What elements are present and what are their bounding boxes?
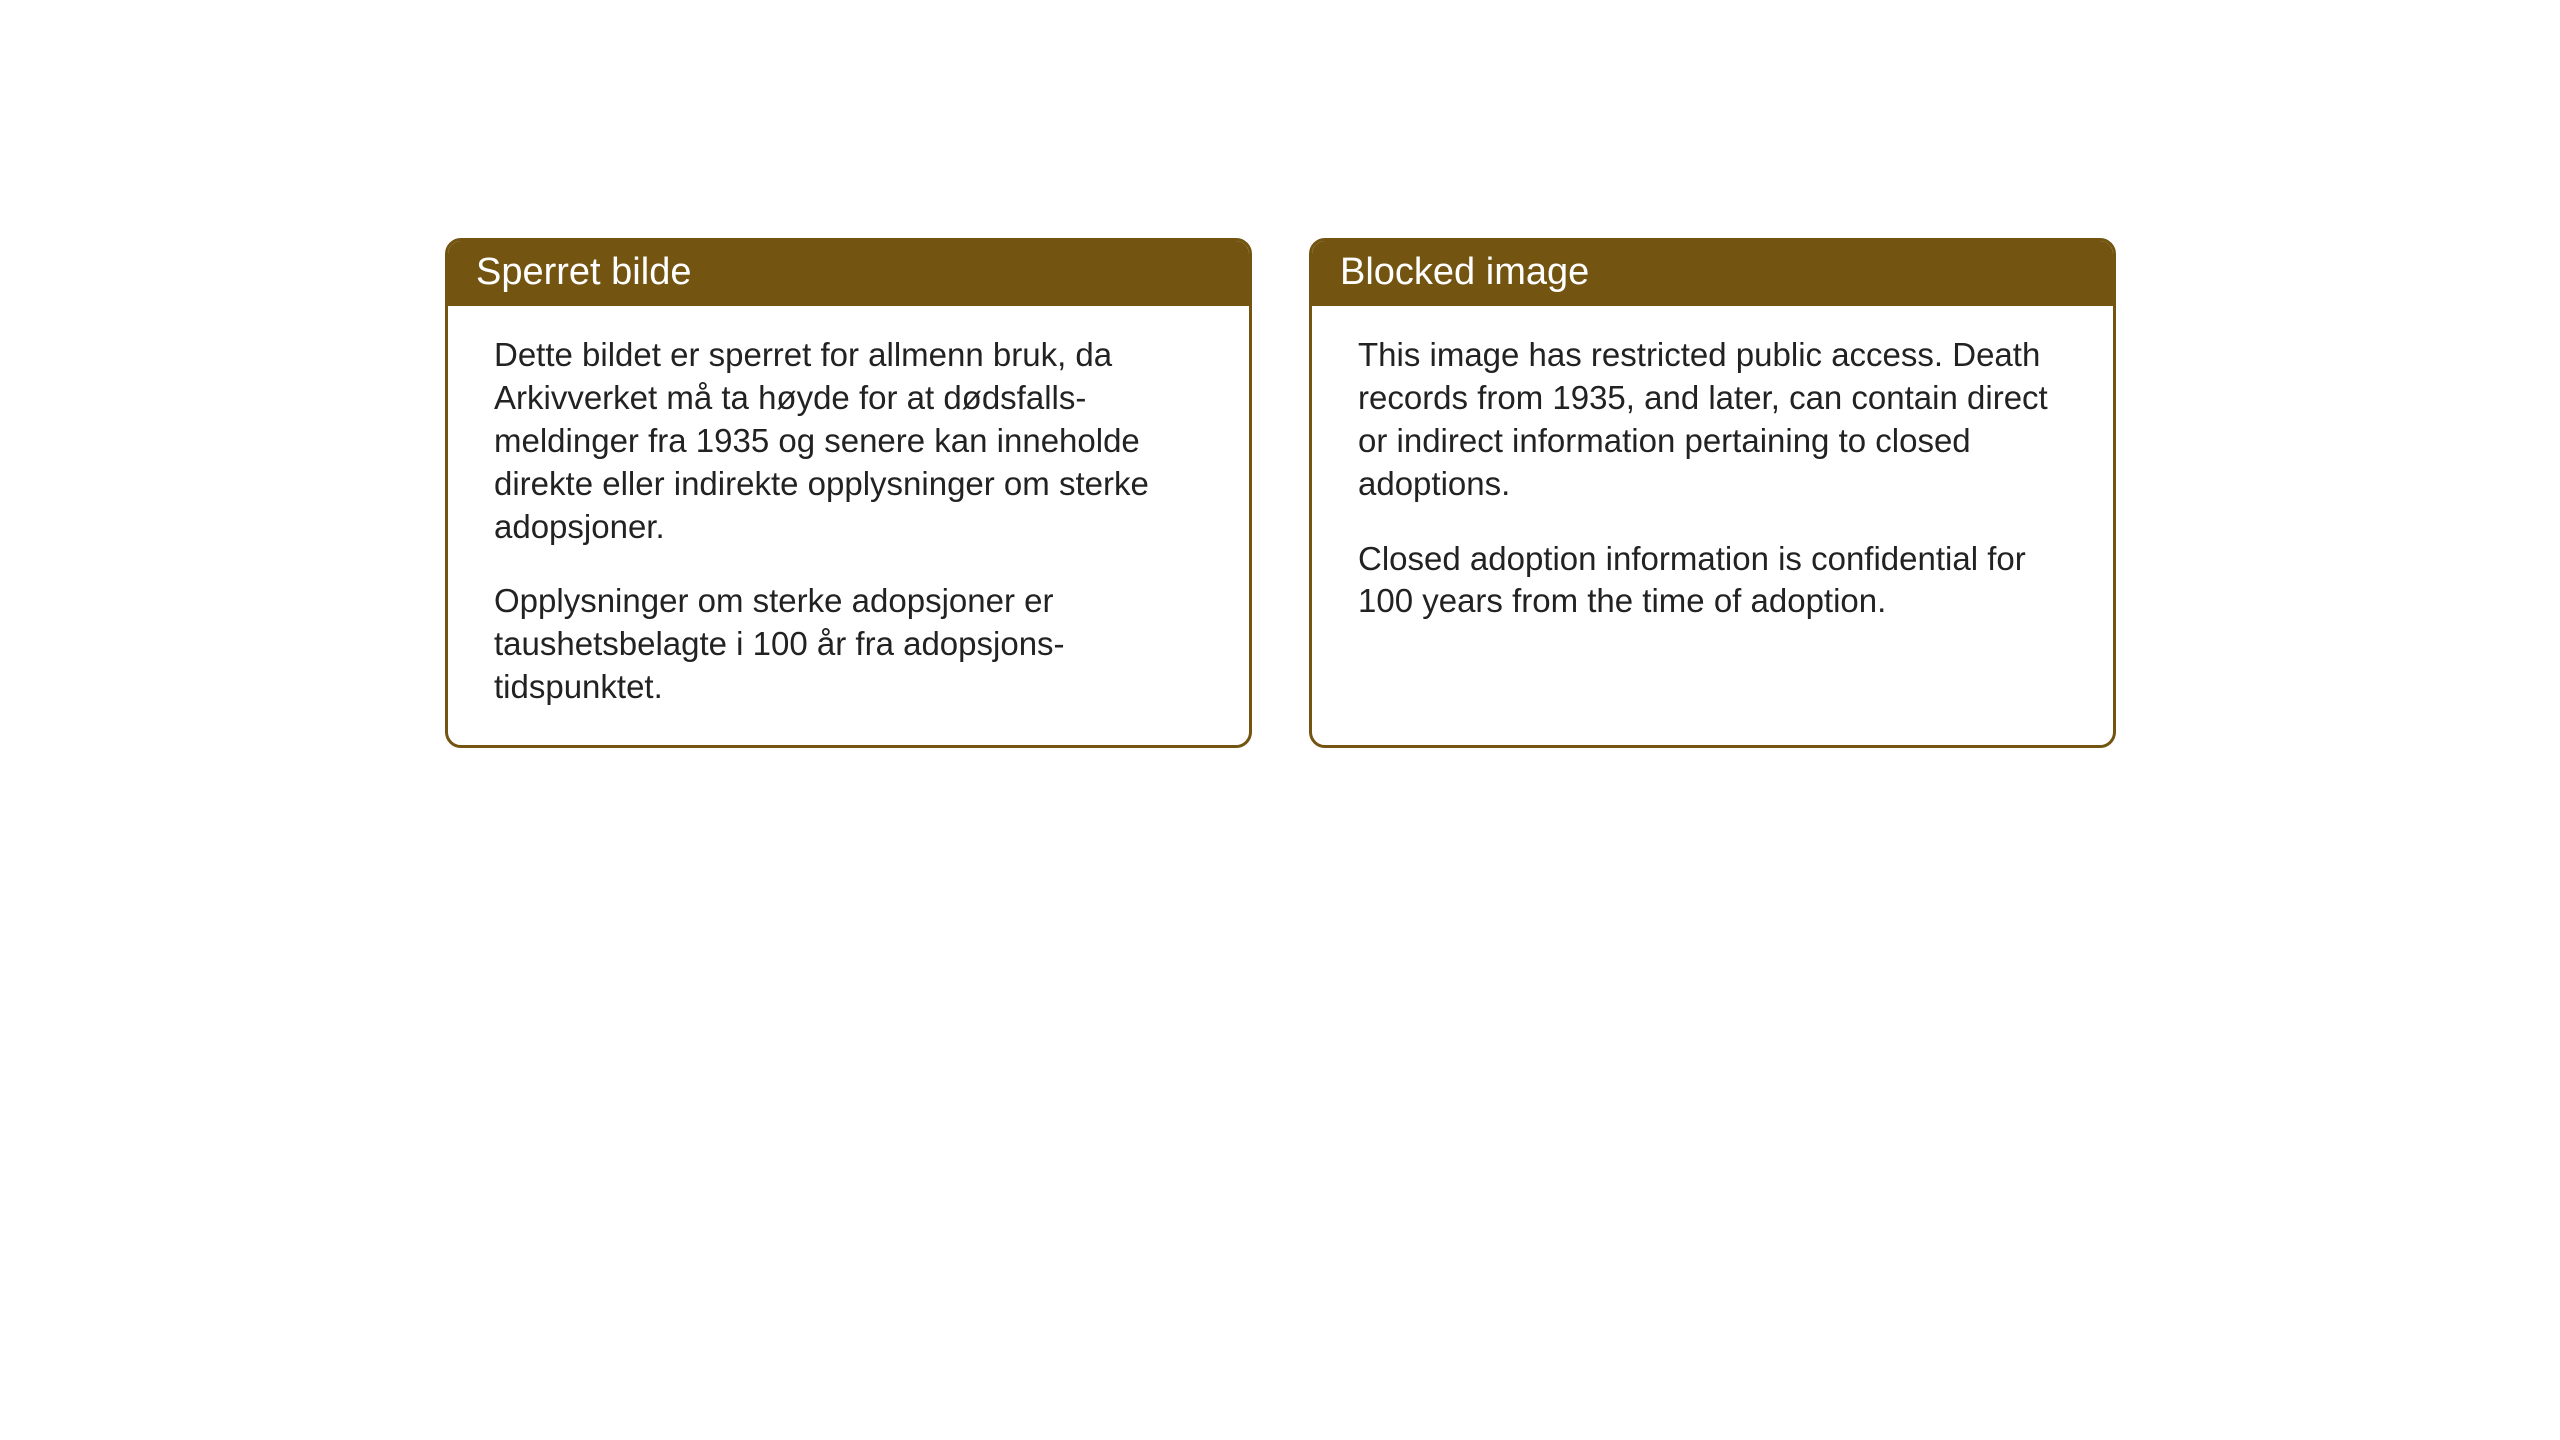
- notice-container: Sperret bilde Dette bildet er sperret fo…: [0, 0, 2560, 748]
- body-paragraph-1: This image has restricted public access.…: [1358, 334, 2067, 506]
- body-paragraph-2: Closed adoption information is confident…: [1358, 538, 2067, 624]
- body-paragraph-2: Opplysninger om sterke adopsjoner er tau…: [494, 580, 1203, 709]
- card-header: Sperret bilde: [448, 241, 1249, 306]
- notice-card-norwegian: Sperret bilde Dette bildet er sperret fo…: [445, 238, 1252, 748]
- body-paragraph-1: Dette bildet er sperret for allmenn bruk…: [494, 334, 1203, 548]
- card-header: Blocked image: [1312, 241, 2113, 306]
- card-body: Dette bildet er sperret for allmenn bruk…: [448, 306, 1249, 745]
- notice-card-english: Blocked image This image has restricted …: [1309, 238, 2116, 748]
- card-body: This image has restricted public access.…: [1312, 306, 2113, 659]
